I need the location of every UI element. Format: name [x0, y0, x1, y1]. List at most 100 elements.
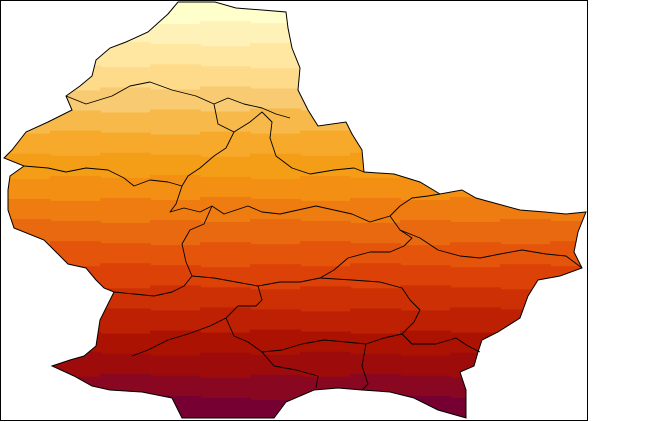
raster-band-15 — [150, 330, 201, 359]
raster-band-3 — [400, 64, 451, 93]
raster-band-18 — [450, 397, 501, 418]
raster-band-14 — [4, 309, 51, 338]
raster-band-0 — [50, 2, 101, 29]
raster-band-13 — [150, 285, 201, 314]
raster-band-14 — [350, 308, 401, 337]
raster-band-14 — [200, 307, 251, 336]
raster-band-4 — [100, 87, 151, 116]
raster-band-17 — [50, 376, 101, 405]
raster-band-5 — [150, 109, 201, 138]
raster-band-8 — [150, 174, 201, 203]
raster-band-2 — [350, 42, 401, 71]
raster-band-0 — [300, 2, 351, 29]
raster-band-9 — [200, 196, 251, 226]
raster-band-12 — [100, 263, 151, 292]
raster-band-4 — [500, 88, 551, 117]
district-border-esch-luxembourg — [225, 317, 403, 353]
raster-band-13 — [300, 286, 351, 315]
raster-band-18 — [250, 399, 301, 418]
raster-band-7 — [500, 153, 551, 182]
raster-band-6 — [50, 130, 101, 159]
raster-band-14 — [500, 309, 551, 338]
raster-band-10 — [150, 220, 201, 249]
district-border-wiltz-diekirch — [23, 131, 235, 187]
raster-band-18 — [300, 396, 351, 418]
raster-band-5 — [450, 111, 501, 140]
raster-band-11 — [50, 241, 101, 270]
raster-band-2 — [250, 43, 301, 72]
raster-band-1 — [400, 24, 451, 53]
raster-band-7 — [450, 156, 501, 185]
raster-band-14 — [100, 308, 151, 337]
raster-band-15 — [500, 329, 551, 358]
raster-band-0 — [450, 2, 501, 30]
raster-band-4 — [550, 90, 586, 119]
raster-band-18 — [350, 398, 401, 418]
raster-band-17 — [250, 374, 301, 403]
raster-band-18 — [550, 396, 586, 418]
raster-band-8 — [50, 175, 101, 204]
raster-band-5 — [550, 110, 586, 139]
district-border-wiltz-clervaux — [65, 81, 291, 119]
raster-band-8 — [400, 174, 451, 203]
raster-band-10 — [250, 219, 301, 248]
district-border-luxembourg-remich — [319, 277, 481, 353]
raster-band-11 — [300, 241, 351, 270]
raster-band-12 — [4, 264, 51, 293]
raster-band-16 — [550, 351, 586, 380]
raster-band-16 — [450, 352, 501, 381]
raster-band-1 — [450, 21, 501, 50]
raster-band-4 — [350, 87, 401, 116]
raster-band-3 — [550, 65, 586, 94]
raster-band-0 — [550, 2, 586, 29]
raster-band-14 — [50, 311, 101, 340]
raster-band-15 — [250, 329, 301, 358]
district-border-redange-diekirch — [169, 185, 441, 223]
raster-band-2 — [450, 46, 501, 75]
raster-band-12 — [500, 264, 551, 293]
raster-band-10 — [500, 219, 551, 248]
raster-band-2 — [400, 44, 451, 73]
raster-band-2 — [300, 45, 351, 74]
raster-band-14 — [450, 307, 501, 336]
raster-band-0 — [250, 2, 301, 27]
raster-band-0 — [100, 2, 151, 31]
raster-band-13 — [550, 286, 586, 315]
raster-band-13 — [4, 289, 51, 318]
raster-band-5 — [250, 108, 301, 137]
raster-band-1 — [500, 23, 551, 52]
raster-band-2 — [550, 45, 586, 74]
raster-band-12 — [350, 263, 401, 292]
raster-band-7 — [250, 153, 301, 182]
raster-band-16 — [200, 352, 251, 381]
raster-band-17 — [4, 374, 51, 403]
raster-band-16 — [4, 354, 51, 383]
raster-band-3 — [450, 66, 501, 95]
raster-band-0 — [500, 2, 551, 27]
raster-band-0 — [400, 2, 451, 28]
raster-band-17 — [550, 376, 586, 405]
raster-band-3 — [4, 68, 51, 97]
raster-band-17 — [100, 373, 151, 402]
raster-band-15 — [4, 329, 51, 358]
raster-band-6 — [400, 134, 451, 163]
raster-band-4 — [4, 88, 51, 117]
raster-band-1 — [4, 23, 51, 52]
raster-band-18 — [100, 398, 151, 418]
raster-band-7 — [550, 155, 586, 184]
raster-band-16 — [50, 351, 101, 380]
raster-band-9 — [350, 197, 401, 227]
raster-band-17 — [500, 374, 551, 403]
raster-band-1 — [50, 20, 101, 49]
raster-band-6 — [500, 133, 551, 162]
raster-band-11 — [200, 242, 251, 271]
raster-band-8 — [500, 178, 551, 207]
raster-band-1 — [300, 20, 351, 49]
raster-band-6 — [200, 131, 251, 160]
raster-band-13 — [50, 286, 101, 315]
raster-band-3 — [500, 68, 551, 97]
raster-band-9 — [100, 197, 151, 227]
district-border-grevenmacher-echternach — [399, 229, 583, 269]
raster-band-12 — [50, 266, 101, 295]
